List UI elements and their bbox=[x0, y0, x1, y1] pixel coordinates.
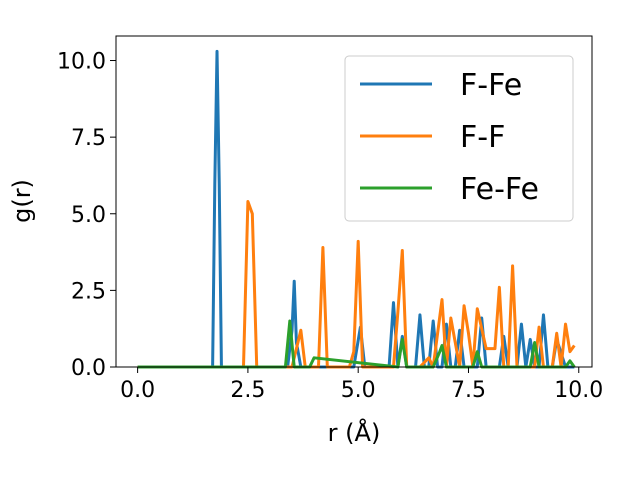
y-tick-label: 2.5 bbox=[71, 279, 106, 304]
y-tick-label: 10.0 bbox=[57, 50, 106, 75]
legend-label-f-f: F-F bbox=[460, 120, 505, 155]
y-axis-ticks: 0.0 2.5 5.0 7.5 10.0 bbox=[57, 50, 116, 381]
legend-label-f-fe: F-Fe bbox=[460, 68, 522, 103]
x-tick-label: 10.0 bbox=[554, 378, 603, 403]
x-tick-label: 2.5 bbox=[230, 378, 265, 403]
x-axis-label: r (Å) bbox=[328, 418, 381, 447]
y-tick-label: 7.5 bbox=[71, 126, 106, 151]
legend: F-Fe F-F Fe-Fe bbox=[344, 55, 574, 222]
plot-frame bbox=[115, 35, 593, 368]
legend-box bbox=[344, 55, 574, 222]
legend-label-fe-fe: Fe-Fe bbox=[460, 172, 539, 207]
x-tick-label: 5.0 bbox=[341, 378, 376, 403]
y-tick-label: 5.0 bbox=[71, 203, 106, 228]
y-tick-label: 0.0 bbox=[71, 356, 106, 381]
x-tick-label: 7.5 bbox=[451, 378, 486, 403]
x-tick-label: 0.0 bbox=[120, 378, 155, 403]
y-axis-label: g(r) bbox=[8, 179, 36, 223]
x-axis-ticks: 0.0 2.5 5.0 7.5 10.0 bbox=[120, 367, 603, 403]
